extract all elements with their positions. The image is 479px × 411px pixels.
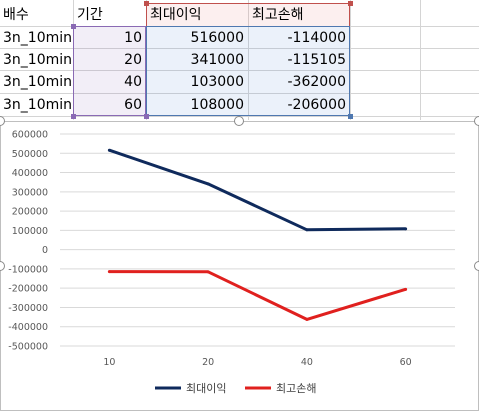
data-point	[107, 148, 111, 152]
range-resize-handle[interactable]	[144, 1, 149, 6]
legend-label: 최고손해	[276, 381, 316, 395]
data-point	[404, 287, 408, 291]
data-point	[107, 270, 111, 274]
column-divider	[350, 0, 351, 120]
y-tick-label: -500000	[8, 342, 48, 353]
chart-resize-handle-top[interactable]	[234, 116, 244, 126]
data-point	[206, 182, 210, 186]
table-cell[interactable]: 60	[124, 97, 142, 113]
range-resize-handle[interactable]	[348, 114, 353, 119]
table-cell[interactable]: 103000	[190, 74, 244, 90]
header-cell-period[interactable]: 기간	[77, 7, 103, 23]
table-cell[interactable]: 10	[124, 30, 142, 46]
table-cell[interactable]: -206000	[287, 97, 347, 113]
y-tick-label: 500000	[12, 149, 48, 160]
x-tick-label: 20	[202, 357, 214, 368]
table-cell[interactable]: 341000	[190, 52, 244, 68]
data-point	[305, 228, 309, 232]
table-cell[interactable]: 3n_10min	[3, 74, 72, 90]
y-tick-label: 0	[42, 245, 48, 256]
column-divider	[420, 0, 421, 120]
column-divider	[248, 0, 249, 120]
y-tick-label: -100000	[8, 264, 48, 275]
table-cell[interactable]: -114000	[287, 30, 347, 46]
row-divider	[0, 93, 479, 94]
spreadsheet-grid: 배수 기간 최대이익 최고손해 3n_10min 10 516000 -1140…	[0, 0, 479, 120]
table-cell[interactable]: 3n_10min	[3, 52, 72, 68]
legend-label: 최대이익	[186, 382, 226, 395]
selection-range-period	[73, 26, 146, 116]
row-divider	[0, 48, 479, 49]
table-cell[interactable]: 108000	[190, 97, 244, 113]
y-tick-label: 400000	[12, 168, 48, 179]
table-cell[interactable]: -115105	[287, 52, 347, 68]
table-cell[interactable]: 516000	[190, 30, 244, 46]
data-point	[305, 317, 309, 321]
table-cell[interactable]: 3n_10min	[3, 30, 72, 46]
series-line-2	[109, 270, 407, 321]
y-tick-label: -300000	[8, 303, 48, 314]
range-resize-handle[interactable]	[144, 114, 149, 119]
x-tick-label: 60	[400, 357, 412, 368]
y-tick-label: -400000	[8, 322, 48, 333]
range-resize-handle[interactable]	[71, 24, 76, 29]
y-tick-label: 200000	[12, 207, 48, 218]
table-cell[interactable]: -362000	[287, 74, 347, 90]
table-cell[interactable]: 3n_10min	[3, 97, 72, 113]
x-tick-label: 40	[301, 357, 313, 368]
header-cell-max-profit[interactable]: 최대이익	[150, 7, 202, 23]
chart-resize-handle-right[interactable]	[474, 261, 479, 271]
range-resize-handle[interactable]	[71, 114, 76, 119]
table-cell[interactable]: 20	[124, 52, 142, 68]
data-point	[404, 227, 408, 231]
y-tick-label: 300000	[12, 187, 48, 198]
series-line-1	[108, 148, 406, 232]
selection-range-values	[146, 26, 350, 116]
chart-resize-handle-top-right[interactable]	[474, 116, 479, 126]
y-tick-label: 100000	[12, 226, 48, 237]
selection-range-series-names	[146, 3, 350, 27]
header-cell-max-loss[interactable]: 최고손해	[252, 7, 304, 23]
header-cell-multiplier[interactable]: 배수	[3, 7, 29, 23]
table-cell[interactable]: 40	[124, 74, 142, 90]
y-tick-label: -200000	[8, 284, 48, 295]
range-resize-handle[interactable]	[348, 1, 353, 6]
row-divider	[0, 70, 479, 71]
chart-object[interactable]	[0, 121, 479, 411]
x-tick-label: 10	[103, 357, 115, 368]
y-tick-label: 600000	[12, 130, 48, 141]
data-point	[206, 270, 210, 274]
